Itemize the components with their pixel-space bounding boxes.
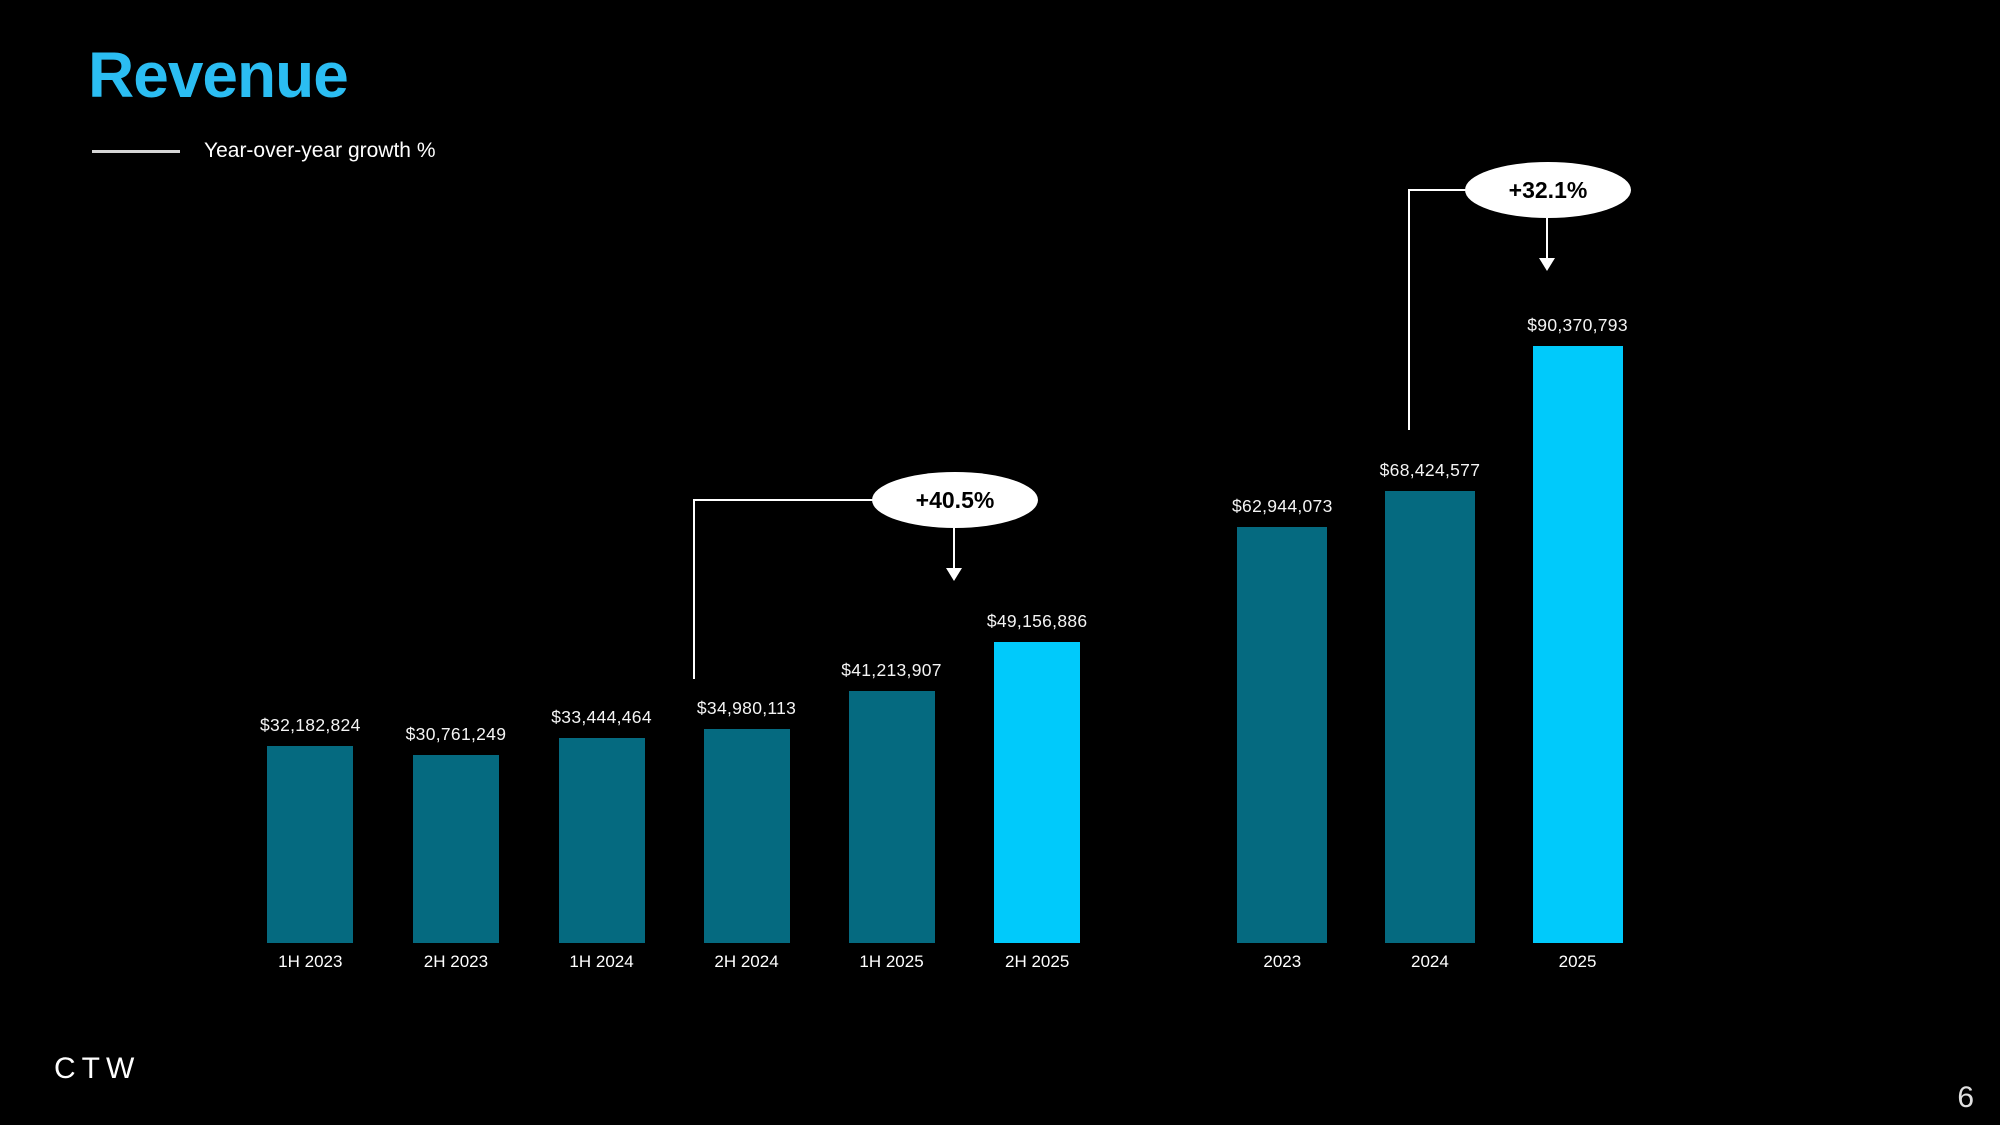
bar <box>1237 527 1328 943</box>
bar-category-label: 2024 <box>1411 952 1449 971</box>
half-yearly-bar-chart: $32,182,824 1H 2023 $30,761,249 2H 2023 $33,… <box>260 611 1088 971</box>
bar-value-label: $41,213,907 <box>841 660 942 680</box>
growth-connector-line <box>693 499 873 501</box>
bar-value-label: $33,444,464 <box>551 707 652 727</box>
bar-category-label: 2023 <box>1263 952 1302 971</box>
page-number: 6 <box>1957 1081 1974 1114</box>
growth-arrow-line <box>1546 218 1548 260</box>
growth-connector-line <box>1408 189 1466 191</box>
bar <box>703 729 790 943</box>
yearly-bar-chart: $62,944,073 2023 $68,424,577 2024 $90,370,79… <box>1232 315 1628 971</box>
bar-value-label: $32,182,824 <box>260 715 361 735</box>
bar-value-label: $34,980,113 <box>696 698 797 718</box>
bar-category-label: 2H 2024 <box>714 952 779 971</box>
bar-value-label: $90,370,793 <box>1527 315 1628 335</box>
legend-line-swatch <box>92 149 180 153</box>
bar <box>267 746 354 943</box>
bar-group: $62,944,073 2023 <box>1232 496 1333 971</box>
bar-group: $41,213,907 1H 2025 <box>841 660 942 971</box>
bar-group: $32,182,824 1H 2023 <box>260 715 361 971</box>
bar <box>558 738 645 943</box>
legend: Year-over-year growth % <box>92 139 436 163</box>
growth-arrow-line <box>953 528 955 570</box>
arrow-down-icon <box>946 568 962 581</box>
legend-label: Year-over-year growth % <box>204 139 436 162</box>
bar-value-label: $68,424,577 <box>1379 460 1481 480</box>
bar-group: $90,370,793 2025 <box>1527 315 1628 971</box>
bar-category-label: 2H 2023 <box>423 952 489 971</box>
bar-value-label: $49,156,886 <box>986 611 1088 631</box>
bar-category-label: 1H 2024 <box>569 952 634 971</box>
bar-value-label: $62,944,073 <box>1232 496 1333 516</box>
ctw-logo: CTW <box>54 1052 141 1085</box>
page-title: Revenue <box>88 39 349 111</box>
bar <box>848 691 935 943</box>
bar-group: $49,156,886 2H 2025 <box>986 611 1088 971</box>
bar <box>1384 491 1475 943</box>
growth-connector-line <box>693 500 695 679</box>
bar-value-label: $30,761,249 <box>405 724 507 744</box>
bar-group: $68,424,577 2024 <box>1379 460 1481 971</box>
arrow-down-icon <box>1539 258 1555 271</box>
bar <box>1532 346 1623 943</box>
growth-callout-yearly: +32.1% <box>1465 162 1631 218</box>
bar-group: $34,980,113 2H 2024 <box>696 698 797 971</box>
bar-group: $30,761,249 2H 2023 <box>405 724 507 971</box>
bar <box>994 642 1081 943</box>
bar-group: $33,444,464 1H 2024 <box>551 707 652 971</box>
growth-callout-half-yearly: +40.5% <box>872 472 1038 528</box>
bar-category-label: 2H 2025 <box>1005 952 1070 971</box>
growth-connector-line <box>1408 189 1410 430</box>
bar-category-label: 1H 2023 <box>278 952 343 971</box>
bar <box>412 755 499 943</box>
bar-category-label: 1H 2025 <box>859 952 924 971</box>
bar-category-label: 2025 <box>1558 952 1597 971</box>
